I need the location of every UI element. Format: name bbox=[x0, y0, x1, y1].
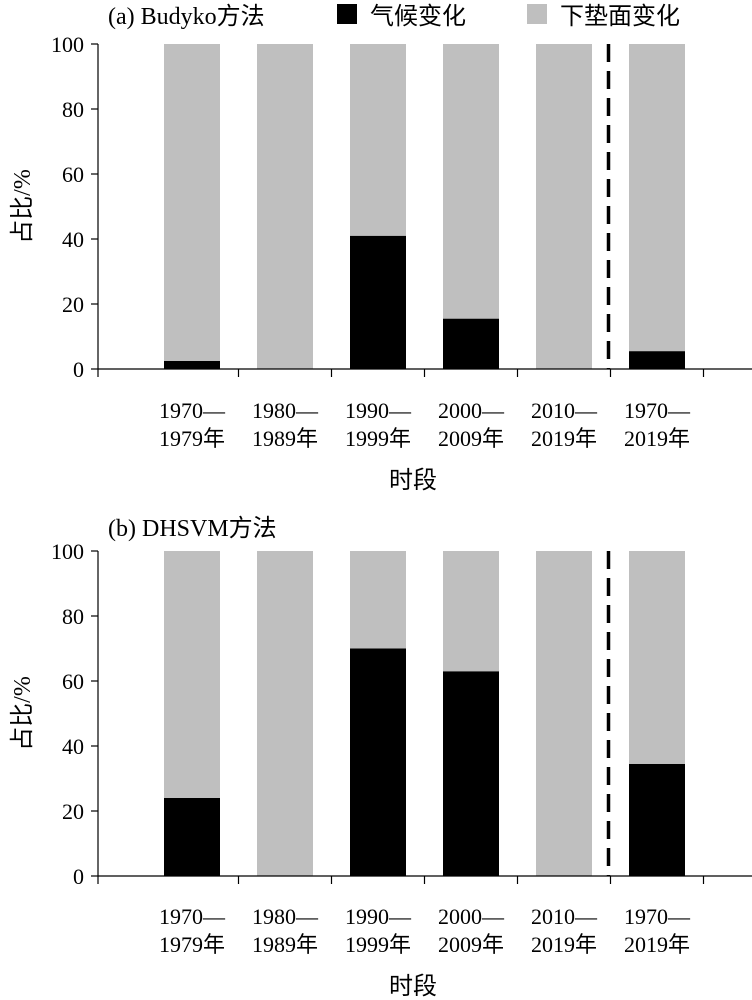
legend-swatch-climate bbox=[337, 4, 357, 24]
panel-label: (b) DHSVM方法 bbox=[108, 515, 277, 542]
bar-surface bbox=[350, 44, 406, 236]
x-axis-title: 时段 bbox=[389, 973, 437, 1000]
bar-climate bbox=[629, 351, 685, 369]
x-tick-label: 2010— bbox=[531, 904, 598, 929]
bar-surface bbox=[443, 44, 499, 319]
x-tick-label: 1989年 bbox=[252, 426, 318, 451]
x-tick-label: 1980— bbox=[252, 904, 319, 929]
legend-swatch-surface bbox=[527, 4, 547, 24]
x-tick-label: 2019年 bbox=[624, 932, 690, 957]
x-tick-label: 1990— bbox=[345, 904, 412, 929]
x-tick-label: 2009年 bbox=[438, 426, 504, 451]
x-tick-label: 2000— bbox=[438, 398, 505, 423]
x-tick-label: 1979年 bbox=[159, 426, 225, 451]
y-tick-label: 0 bbox=[73, 864, 84, 889]
x-tick-label: 1979年 bbox=[159, 932, 225, 957]
x-tick-label: 1970— bbox=[159, 904, 226, 929]
y-tick-label: 80 bbox=[62, 604, 84, 629]
legend: 气候变化 下垫面变化 bbox=[337, 3, 680, 30]
y-tick-label: 40 bbox=[62, 227, 84, 252]
x-axis-title: 时段 bbox=[389, 467, 437, 494]
bar-surface bbox=[536, 551, 592, 876]
x-tick-label: 2019年 bbox=[624, 426, 690, 451]
y-tick-label: 100 bbox=[51, 539, 84, 564]
y-tick-label: 0 bbox=[73, 357, 84, 382]
y-tick-label: 100 bbox=[51, 32, 84, 57]
bar-climate bbox=[164, 798, 220, 876]
x-tick-label: 1989年 bbox=[252, 932, 318, 957]
x-tick-label: 1990— bbox=[345, 398, 412, 423]
bar-climate bbox=[350, 648, 406, 876]
bar-surface bbox=[350, 551, 406, 649]
bar-surface bbox=[164, 551, 220, 798]
x-tick-label: 2000— bbox=[438, 904, 505, 929]
bar-surface bbox=[443, 551, 499, 672]
y-tick-label: 40 bbox=[62, 734, 84, 759]
bar-climate bbox=[443, 318, 499, 369]
bar-climate bbox=[443, 671, 499, 876]
x-tick-label: 1970— bbox=[624, 904, 691, 929]
bar-climate bbox=[164, 360, 220, 369]
x-tick-label: 1970— bbox=[159, 398, 226, 423]
bar-surface bbox=[536, 44, 592, 369]
y-tick-label: 80 bbox=[62, 97, 84, 122]
y-tick-label: 20 bbox=[62, 799, 84, 824]
y-axis-title: 占比/% bbox=[9, 676, 36, 751]
bar-surface bbox=[257, 44, 313, 369]
legend-label-climate: 气候变化 bbox=[370, 3, 466, 30]
bar-surface bbox=[164, 44, 220, 361]
y-axis-title: 占比/% bbox=[9, 169, 36, 244]
bar-surface bbox=[629, 44, 685, 352]
x-tick-label: 2019年 bbox=[531, 932, 597, 957]
x-tick-label: 1980— bbox=[252, 398, 319, 423]
x-tick-label: 2010— bbox=[531, 398, 598, 423]
x-tick-label: 1999年 bbox=[345, 932, 411, 957]
x-tick-label: 2019年 bbox=[531, 426, 597, 451]
x-tick-label: 1970— bbox=[624, 398, 691, 423]
panel-b: (b) DHSVM方法 0 20 40 60 80 100 1970— 1979年 1980— 19… bbox=[9, 515, 752, 1000]
y-tick-label: 20 bbox=[62, 292, 84, 317]
bar-surface bbox=[257, 551, 313, 876]
y-tick-label: 60 bbox=[62, 162, 84, 187]
bar-climate bbox=[629, 763, 685, 876]
x-tick-label: 2009年 bbox=[438, 932, 504, 957]
y-tick-label: 60 bbox=[62, 669, 84, 694]
bar-climate bbox=[350, 235, 406, 369]
legend-label-surface: 下垫面变化 bbox=[560, 3, 680, 30]
panel-label: (a) Budyko方法 bbox=[108, 3, 265, 30]
panel-a: (a) Budyko方法 0 20 40 60 80 100 1970— 1979年 1980— 1… bbox=[9, 3, 752, 494]
bar-surface bbox=[629, 551, 685, 764]
x-tick-label: 1999年 bbox=[345, 426, 411, 451]
